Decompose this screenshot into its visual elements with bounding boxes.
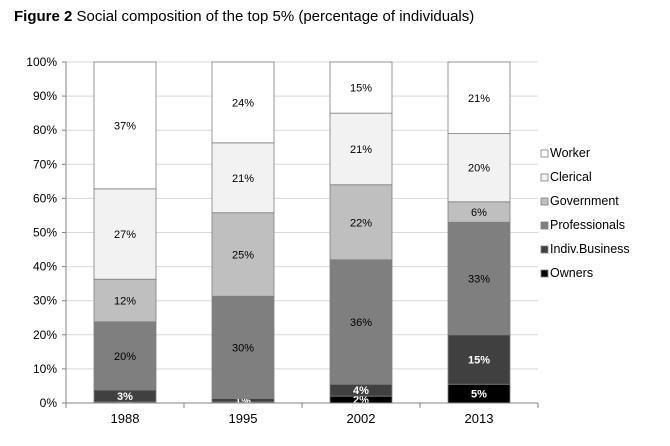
data-label: 21% [468,93,490,105]
data-label: 5% [471,389,487,401]
data-label: 36% [350,317,372,329]
legend-swatch [540,245,549,254]
bar-segment [93,61,157,190]
x-tick-label: 2013 [465,411,494,426]
data-label: 21% [232,173,254,185]
legend-label: Indiv.Business [550,242,630,256]
figure-title: Figure 2 Social composition of the top 5… [14,8,474,25]
bar-segment [211,212,275,297]
x-tick-label: 2002 [347,411,376,426]
bar-segment [447,334,511,385]
y-tick-label: 50% [33,226,57,240]
y-tick-label: 80% [33,123,57,137]
legend-swatch [540,173,549,182]
data-label: 3% [117,391,133,403]
data-label: 25% [232,249,254,261]
data-label: 22% [350,217,372,229]
data-label: 4% [353,385,369,397]
x-tick-label: 1988 [111,411,140,426]
data-label: 37% [114,120,136,132]
y-tick-label: 90% [33,89,57,103]
data-label: 6% [471,207,487,219]
data-label: 12% [114,296,136,308]
y-tick-label: 100% [26,55,57,69]
bar-segment [93,188,157,280]
data-label: 20% [468,163,490,175]
y-tick-label: 20% [33,328,57,342]
bar-segment [329,259,393,385]
bar-segment [447,221,511,336]
legend-swatch [540,197,549,206]
legend: Worker Clerical Government Professionals Ind… [540,146,630,280]
legend-label: Clerical [550,170,592,184]
bar-segment [211,61,275,144]
data-label: 20% [114,351,136,363]
y-tick-label: 70% [33,157,57,171]
data-label: 30% [232,342,254,354]
figure-caption: Social composition of the top 5% (percen… [76,8,475,25]
figure-label: Figure 2 [14,8,73,25]
data-label: 15% [350,83,372,95]
bar-segment [211,142,275,214]
data-label: 2% [353,395,369,407]
bar-segment [447,61,511,135]
bar-segment [93,278,157,323]
legend-label: Professionals [550,218,625,232]
bar-segment [93,321,157,391]
y-tick-label: 0% [40,396,58,410]
legend-label: Worker [550,146,590,160]
legend-swatch [540,221,549,230]
x-tick-label: 1995 [229,411,258,426]
bar-segment [329,184,393,261]
y-tick-label: 10% [33,362,57,376]
y-tick-label: 60% [33,191,57,205]
data-label: 15% [468,355,490,367]
bar-segment [211,295,275,399]
y-axis: 0% 10% 20% 30% 40% 50% 60% 70% 80% 90% 100% [26,55,67,410]
x-axis: 1988 1995 2002 2013 [65,402,539,426]
y-tick-label: 40% [33,260,57,274]
bars: 0%3%20%12%27%37%0%1%30%25%21%24%2%4%36%2… [93,61,511,409]
data-label: 27% [114,229,136,241]
legend-label: Owners [550,266,593,280]
bar-segment [329,61,393,114]
legend-label: Government [550,194,619,208]
data-label: 21% [350,144,372,156]
data-label: 33% [468,274,490,286]
legend-swatch [540,269,549,278]
y-tick-label: 30% [33,294,57,308]
legend-swatch [540,149,549,158]
bar-segment [329,112,393,186]
data-label: 24% [232,97,254,109]
